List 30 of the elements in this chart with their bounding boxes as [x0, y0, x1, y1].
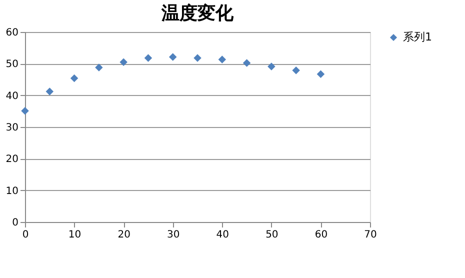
y-tick-label: 60 — [6, 28, 18, 38]
point — [292, 66, 300, 74]
y-tick-label: 40 — [6, 90, 18, 102]
point — [168, 53, 177, 61]
point — [95, 64, 103, 72]
x-tick-label: 20 — [118, 230, 130, 240]
point — [316, 70, 325, 78]
y-tick-label: 20 — [6, 154, 18, 166]
x-tick-label: 0 — [22, 230, 29, 240]
chart-title: 温度変化 — [160, 3, 234, 24]
x-tick-label: 40 — [216, 230, 230, 240]
legend-label: 系列1 — [403, 30, 432, 44]
point — [194, 54, 202, 62]
point — [218, 56, 226, 64]
x-tick-label: 60 — [314, 230, 328, 240]
x-tick-label: 50 — [266, 230, 278, 240]
point — [21, 106, 29, 115]
y-tick-label: 10 — [6, 186, 18, 197]
y-tick-label: 50 — [6, 59, 18, 70]
x-tick-label: 10 — [68, 230, 82, 240]
point — [70, 74, 78, 82]
point — [242, 59, 251, 67]
point — [120, 58, 128, 66]
y-tick-label: 30 — [6, 122, 18, 134]
point — [46, 88, 54, 96]
point — [268, 62, 276, 70]
y-tick-label: 0 — [12, 218, 18, 228]
x-tick-label: 30 — [166, 230, 180, 240]
x-tick-label: 70 — [364, 230, 377, 240]
point — [144, 54, 152, 62]
